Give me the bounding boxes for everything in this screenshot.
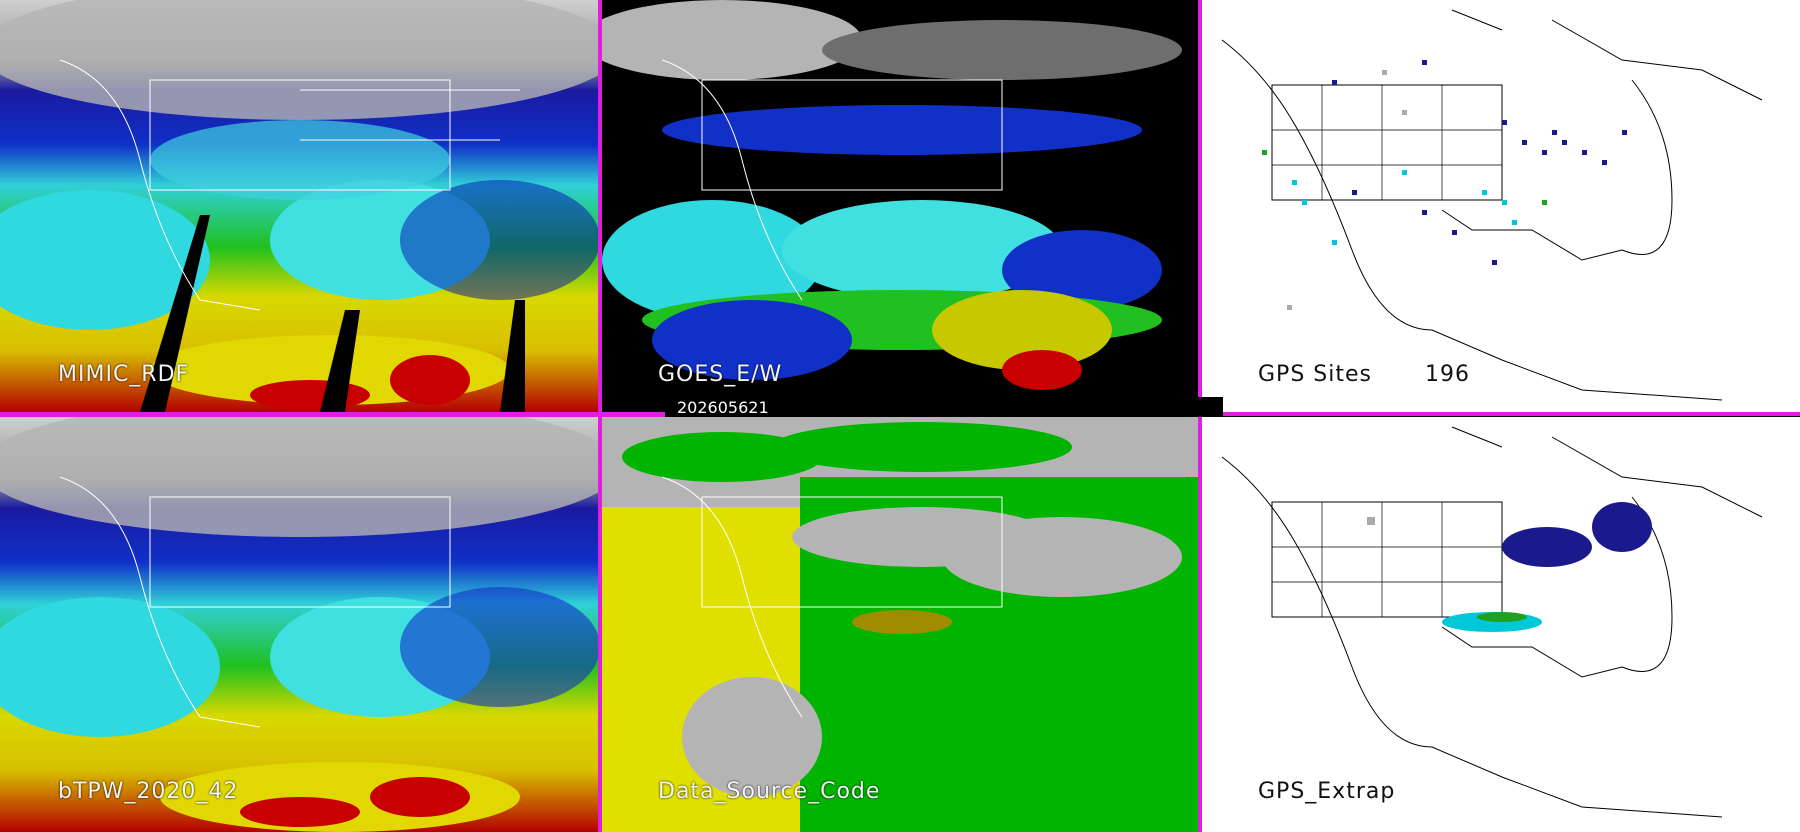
gps-sites-map bbox=[1202, 0, 1800, 412]
panel-label: bTPW_2020_42 bbox=[58, 779, 239, 804]
panel-label: MIMIC_RDF bbox=[58, 362, 190, 387]
panel-label: Data_Source_Code bbox=[658, 779, 881, 804]
data-source-map bbox=[602, 417, 1198, 832]
timestamp-text: 202605621 bbox=[677, 398, 769, 417]
tpw-map-mimic bbox=[0, 0, 598, 412]
panel-label: GOES_E/W bbox=[658, 362, 783, 387]
gps-extrap-map bbox=[1202, 417, 1800, 832]
panel-label: GPS Sites bbox=[1258, 362, 1372, 387]
tpw-map-goes bbox=[602, 0, 1198, 412]
panel-goes: GOES_E/W bbox=[602, 0, 1198, 412]
panel-gps-sites: GPS Sites 196 bbox=[1202, 0, 1800, 412]
panel-data-source: Data_Source_Code bbox=[602, 417, 1198, 832]
panel-btpw: bTPW_2020_42 bbox=[0, 417, 598, 832]
divider-horizontal-right bbox=[1202, 412, 1800, 416]
tpw-map-btpw bbox=[0, 417, 598, 832]
panel-label: GPS_Extrap bbox=[1258, 779, 1396, 804]
divider-horizontal-left bbox=[0, 412, 665, 417]
panel-mimic-rdf: MIMIC_RDF bbox=[0, 0, 598, 412]
gps-site-count: 196 bbox=[1425, 362, 1470, 387]
panel-gps-extrap: GPS_Extrap bbox=[1202, 417, 1800, 832]
timestamp-bar: 202605621 bbox=[665, 397, 1223, 417]
